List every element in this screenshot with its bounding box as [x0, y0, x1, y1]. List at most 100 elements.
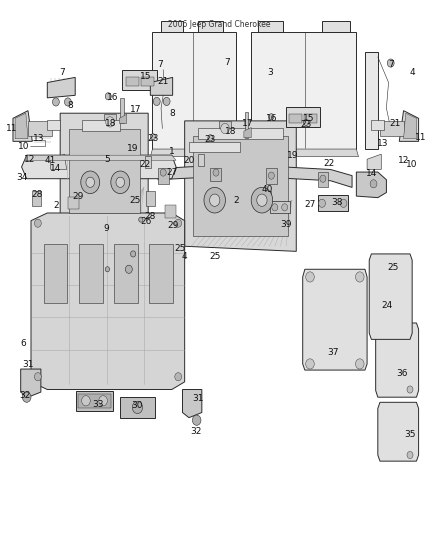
Circle shape — [99, 395, 107, 406]
Text: 5: 5 — [105, 155, 110, 164]
Polygon shape — [185, 121, 296, 252]
Polygon shape — [104, 114, 116, 130]
Polygon shape — [31, 213, 185, 390]
Text: 12: 12 — [398, 156, 409, 165]
Polygon shape — [21, 369, 41, 397]
Text: 2: 2 — [53, 201, 59, 210]
Text: 7: 7 — [225, 58, 230, 67]
Circle shape — [209, 194, 220, 206]
Polygon shape — [303, 269, 367, 370]
Text: 25: 25 — [130, 196, 141, 205]
Circle shape — [125, 265, 132, 273]
Text: 21: 21 — [389, 119, 401, 128]
Polygon shape — [123, 70, 157, 90]
Bar — [318, 172, 328, 188]
Text: 7: 7 — [157, 60, 162, 69]
Polygon shape — [60, 113, 148, 233]
Text: 41: 41 — [45, 156, 57, 165]
Circle shape — [35, 219, 41, 227]
Text: 4: 4 — [182, 252, 187, 261]
Polygon shape — [369, 254, 412, 340]
Text: 18: 18 — [225, 127, 237, 135]
Bar — [69, 128, 140, 213]
Text: 29: 29 — [167, 221, 179, 230]
Text: 17: 17 — [130, 104, 141, 114]
Circle shape — [160, 169, 166, 176]
Text: 22: 22 — [323, 159, 335, 168]
Polygon shape — [244, 127, 251, 138]
Polygon shape — [261, 191, 271, 198]
Polygon shape — [219, 121, 231, 136]
Polygon shape — [149, 244, 173, 303]
Text: 16: 16 — [107, 93, 119, 102]
Text: 2006 Jeep Grand Cherokee: 2006 Jeep Grand Cherokee — [168, 20, 270, 29]
Text: 8: 8 — [67, 101, 73, 110]
Polygon shape — [47, 77, 75, 98]
Circle shape — [251, 188, 272, 213]
Polygon shape — [13, 111, 32, 141]
Polygon shape — [365, 52, 378, 149]
Text: 10: 10 — [18, 142, 29, 151]
Circle shape — [64, 98, 71, 106]
Polygon shape — [15, 113, 28, 139]
Polygon shape — [120, 98, 124, 124]
Text: 7: 7 — [388, 60, 394, 69]
Text: 22: 22 — [140, 160, 151, 169]
Circle shape — [268, 172, 274, 179]
Polygon shape — [161, 21, 183, 33]
Text: 37: 37 — [327, 348, 339, 357]
Circle shape — [150, 134, 155, 140]
Circle shape — [175, 373, 182, 381]
Text: 11: 11 — [415, 133, 427, 142]
Bar — [304, 114, 317, 124]
Polygon shape — [78, 393, 111, 408]
Bar — [289, 114, 302, 124]
Bar — [371, 120, 384, 130]
Circle shape — [407, 386, 413, 393]
Text: 17: 17 — [242, 119, 254, 128]
Bar — [146, 191, 155, 206]
Circle shape — [53, 98, 59, 106]
Text: 18: 18 — [105, 119, 117, 128]
Bar — [189, 142, 240, 151]
Circle shape — [304, 119, 309, 125]
Text: 28: 28 — [145, 212, 156, 221]
Text: 15: 15 — [140, 72, 152, 81]
Polygon shape — [51, 154, 67, 169]
Text: 14: 14 — [366, 168, 377, 177]
Text: 10: 10 — [406, 160, 418, 169]
Bar — [32, 191, 41, 206]
Polygon shape — [77, 391, 113, 411]
Circle shape — [22, 392, 31, 402]
Text: 9: 9 — [103, 224, 109, 233]
Text: 16: 16 — [266, 114, 278, 123]
Circle shape — [35, 373, 41, 381]
Bar — [166, 205, 176, 218]
Text: 36: 36 — [396, 369, 408, 378]
Text: 19: 19 — [127, 143, 138, 152]
Polygon shape — [322, 21, 350, 33]
Text: 39: 39 — [280, 220, 291, 229]
Circle shape — [81, 395, 90, 406]
Circle shape — [320, 175, 326, 182]
Text: 29: 29 — [73, 191, 84, 200]
Circle shape — [213, 169, 219, 176]
Text: 20: 20 — [183, 156, 194, 165]
Polygon shape — [376, 323, 419, 397]
Circle shape — [111, 171, 130, 193]
Text: 23: 23 — [204, 135, 215, 144]
Text: 31: 31 — [192, 394, 203, 403]
Text: 23: 23 — [147, 134, 159, 143]
Circle shape — [257, 194, 267, 206]
Bar — [126, 77, 139, 86]
Circle shape — [105, 266, 110, 272]
Circle shape — [282, 204, 288, 211]
Text: 27: 27 — [166, 168, 177, 177]
Text: 25: 25 — [209, 252, 220, 261]
Polygon shape — [286, 107, 320, 127]
Text: 40: 40 — [261, 185, 273, 195]
Circle shape — [340, 199, 347, 207]
Text: 25: 25 — [388, 263, 399, 272]
Text: 32: 32 — [191, 427, 202, 436]
Circle shape — [153, 98, 160, 106]
